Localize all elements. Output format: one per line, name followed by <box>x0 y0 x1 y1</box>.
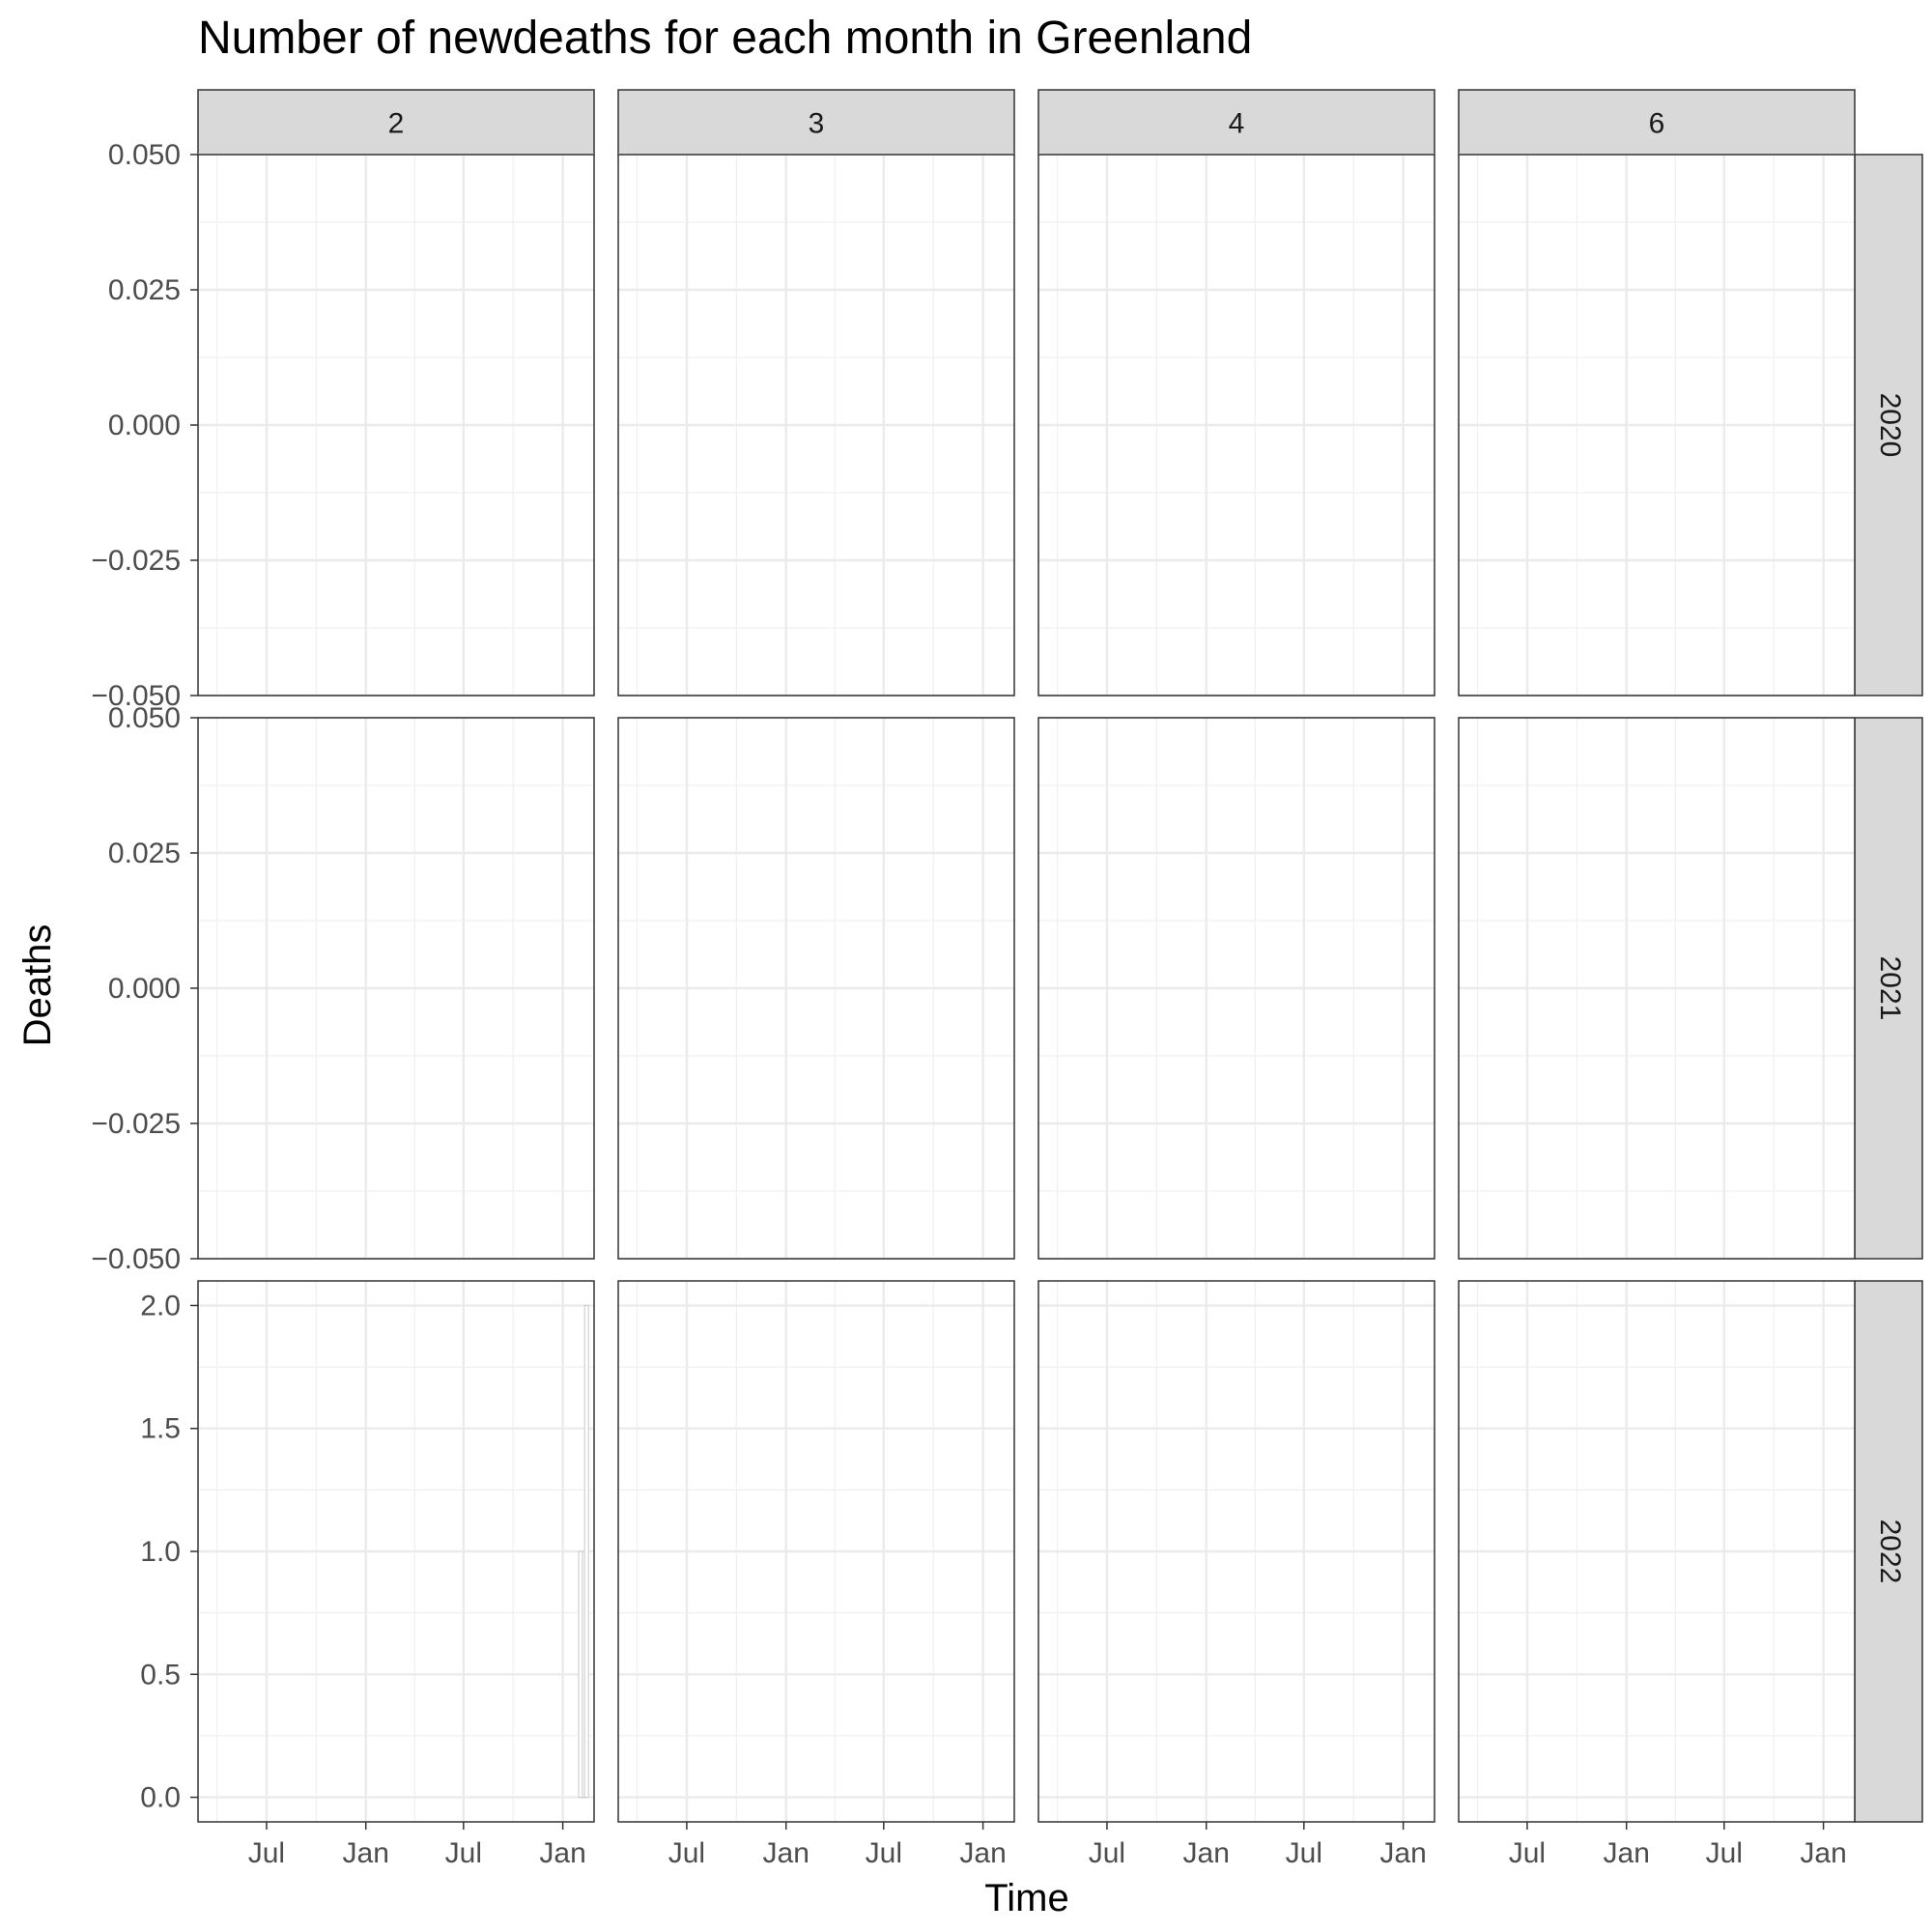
x-tick-label: Jan <box>1183 1837 1230 1869</box>
facet-strip-label-col-3: 3 <box>809 108 825 140</box>
y-tick-label: −0.025 <box>91 1108 181 1140</box>
y-tick-label: 0.025 <box>108 274 181 306</box>
facet-strip-label-col-4: 4 <box>1229 108 1245 140</box>
y-tick-label: 0.0 <box>140 1782 181 1814</box>
y-tick-label: 1.5 <box>140 1413 181 1445</box>
y-axis-label: Deaths <box>16 924 59 1047</box>
facet-strip-row-2020 <box>1854 154 1923 696</box>
facet-strip-col-4 <box>1037 89 1435 156</box>
x-tick-label: Jan <box>1800 1837 1846 1869</box>
y-tick-label: −0.025 <box>91 545 181 577</box>
x-tick-label: Jan <box>1604 1837 1650 1869</box>
y-tick-label: 0.050 <box>108 702 181 734</box>
y-tick-label: 0.050 <box>108 139 181 171</box>
facet-strip-label-row-2022: 2022 <box>1874 1520 1906 1584</box>
y-tick-label: 0.000 <box>108 973 181 1005</box>
x-axis-label: Time <box>984 1877 1068 1919</box>
x-tick-label: Jan <box>959 1837 1006 1869</box>
x-tick-label: Jan <box>539 1837 585 1869</box>
chart-title: Number of newdeaths for each month in Gr… <box>198 13 1252 64</box>
facet-strip-col-2 <box>197 89 595 156</box>
y-tick-label: −0.050 <box>91 1243 181 1275</box>
facet-strip-label-row-2020: 2020 <box>1874 393 1906 458</box>
panel-border-2021-6 <box>1458 717 1856 1260</box>
x-tick-label: Jul <box>1089 1837 1125 1869</box>
panel-border-2021-3 <box>617 717 1015 1260</box>
y-tick-label: 0.025 <box>108 838 181 869</box>
x-tick-label: Jul <box>1509 1837 1546 1869</box>
panel-border-2022-3 <box>617 1280 1015 1823</box>
y-tick-label: 1.0 <box>140 1536 181 1568</box>
y-tick-label: −0.050 <box>91 680 181 712</box>
panel-border-2020-3 <box>617 154 1015 696</box>
bar <box>583 1304 589 1799</box>
facet-strip-label-col-2: 2 <box>388 108 405 140</box>
x-tick-label: Jan <box>343 1837 389 1869</box>
y-tick-label: 0.5 <box>140 1659 181 1690</box>
panel-border-2021-4 <box>1037 717 1435 1260</box>
y-tick-label: 2.0 <box>140 1290 181 1321</box>
x-tick-label: Jul <box>248 1837 285 1869</box>
panel-border-2020-6 <box>1458 154 1856 696</box>
x-tick-label: Jul <box>866 1837 902 1869</box>
panel-border-2022-4 <box>1037 1280 1435 1823</box>
facet-strip-row-2022 <box>1854 1280 1923 1823</box>
facet-strip-label-col-6: 6 <box>1649 108 1665 140</box>
facet-strip-row-2021 <box>1854 717 1923 1260</box>
x-tick-label: Jul <box>668 1837 705 1869</box>
x-tick-label: Jul <box>1286 1837 1322 1869</box>
facet-strip-label-row-2021: 2021 <box>1874 956 1906 1021</box>
panel-border-2020-4 <box>1037 154 1435 696</box>
panel-border-2022-6 <box>1458 1280 1856 1823</box>
y-tick-label: 0.000 <box>108 410 181 441</box>
x-tick-label: Jan <box>763 1837 810 1869</box>
x-tick-label: Jul <box>1706 1837 1743 1869</box>
bar <box>578 1550 583 1799</box>
facet-panels: 2 3 4 6 2020 0.050 0.025 0.000 −0.025 −0.050 2021 0… <box>91 89 1923 1869</box>
facet-strip-col-3 <box>617 89 1015 156</box>
x-tick-label: Jan <box>1379 1837 1426 1869</box>
x-tick-label: Jul <box>445 1837 482 1869</box>
